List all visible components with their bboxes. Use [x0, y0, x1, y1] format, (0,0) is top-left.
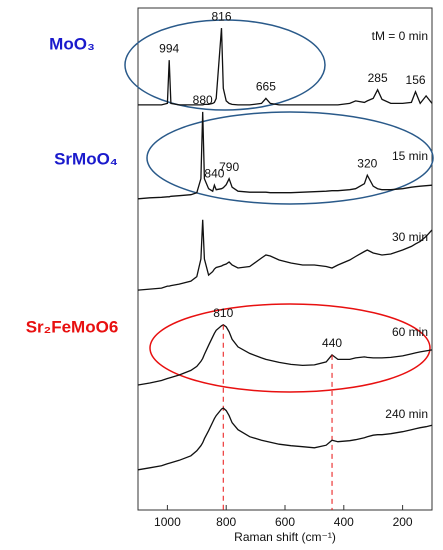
peak-label: 156: [406, 73, 426, 87]
series-label: tM = 0 min: [372, 29, 428, 43]
phase-ellipse: [146, 111, 434, 205]
phase-label: SrMoO₄: [54, 149, 118, 168]
peak-label: 816: [211, 9, 231, 23]
series-label: 30 min: [392, 230, 428, 244]
phase-ellipse: [149, 303, 431, 393]
x-tick-label: 800: [216, 515, 236, 529]
peak-label: 320: [357, 156, 377, 170]
series-label: 60 min: [392, 325, 428, 339]
peak-label: 840: [204, 166, 224, 180]
plot-frame: [137, 7, 433, 511]
x-tick-label: 1000: [154, 515, 181, 529]
peak-label: 880: [193, 93, 213, 107]
x-tick-label: 600: [275, 515, 295, 529]
phase-label: Sr₂FeMoO6: [26, 317, 119, 336]
peak-label: 810: [213, 306, 233, 320]
peak-label: 440: [322, 336, 342, 350]
spectrum-line: [137, 111, 433, 200]
x-axis-title: Raman shift (cm⁻¹): [234, 530, 336, 544]
spectrum-line: [138, 28, 433, 106]
peak-label: 994: [159, 41, 179, 55]
spectrum-line: [137, 407, 433, 471]
phase-ellipse: [124, 19, 326, 111]
phase-label: MoO₃: [49, 34, 95, 53]
peak-label: 790: [219, 160, 239, 174]
spectrum-line: [137, 219, 433, 291]
spectrum-line: [137, 324, 433, 386]
series-label: 15 min: [392, 149, 428, 163]
x-tick-label: 200: [393, 515, 413, 529]
peak-label: 285: [368, 71, 388, 85]
x-tick-label: 400: [334, 515, 354, 529]
series-label: 240 min: [385, 407, 428, 421]
peak-label: 665: [256, 80, 276, 94]
